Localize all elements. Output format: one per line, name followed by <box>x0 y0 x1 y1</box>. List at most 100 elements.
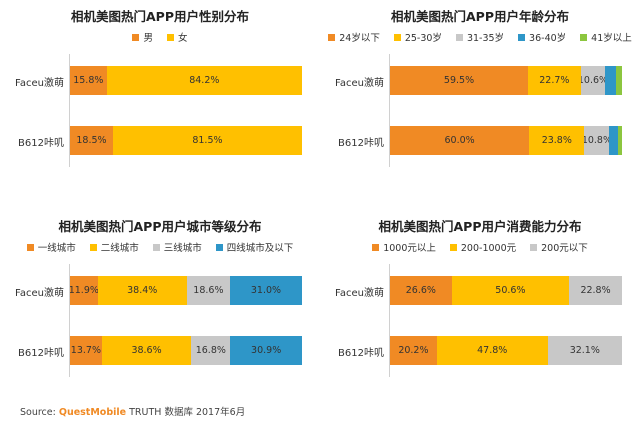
category-label: Faceu激萌 <box>15 78 64 89</box>
legend-item: 41岁以上 <box>580 30 632 44</box>
source-prefix: Source: <box>20 407 56 418</box>
data-label: 26.6% <box>405 285 436 296</box>
chart-legend: 一线城市 二线城市 三线城市 四线城市及以下 <box>0 240 320 254</box>
bar-segment <box>616 66 622 95</box>
legend-item: 24岁以下 <box>328 30 380 44</box>
bar-segment: 60.0% <box>390 126 530 155</box>
category-axis <box>389 54 390 167</box>
legend-label: 24岁以下 <box>339 33 380 44</box>
legend-item: 200元以下 <box>530 240 588 254</box>
legend-item: 四线城市及以下 <box>215 240 293 254</box>
category-label: Faceu激萌 <box>15 288 64 299</box>
data-label: 20.2% <box>398 345 429 356</box>
data-label: 23.8% <box>541 135 572 146</box>
bar-segment: 26.6% <box>390 276 452 305</box>
chart-legend: 24岁以下 25-30岁 31-35岁 36-40岁 41岁以上 <box>320 30 640 44</box>
data-label: 18.6% <box>193 285 224 296</box>
bar-segment: 23.8% <box>529 126 585 155</box>
legend-label: 25-30岁 <box>404 33 442 44</box>
bar-segment: 81.5% <box>112 126 302 155</box>
data-label: 10.6% <box>580 75 606 86</box>
legend-item: 31-35岁 <box>455 30 505 44</box>
bar-segment: 38.4% <box>97 276 187 305</box>
bar-segment: 10.8% <box>584 126 610 155</box>
category-axis <box>389 264 390 377</box>
chart-panel-city-tier: 相机美图热门APP用户城市等级分布 一线城市 二线城市 三线城市 四线城市及以下 Fa… <box>0 210 320 410</box>
data-label: 84.2% <box>189 75 220 86</box>
bar-segment <box>609 126 618 155</box>
bar-segment: 18.5% <box>70 126 113 155</box>
legend-swatch <box>530 243 538 251</box>
legend-label: 31-35岁 <box>466 33 505 44</box>
bar-segment: 50.6% <box>451 276 570 305</box>
stacked-bar: 11.9% 38.4% 18.6% 31.0% <box>70 276 302 305</box>
legend-item: 三线城市 <box>152 240 202 254</box>
chart-legend: 1000元以上 200-1000元 200元以下 <box>320 240 640 254</box>
data-label: 15.8% <box>73 75 104 86</box>
bar-segment <box>617 126 622 155</box>
data-label: 10.8% <box>584 135 609 146</box>
legend-label: 女 <box>178 33 188 44</box>
bar-segment: 11.9% <box>70 276 98 305</box>
bar-segment: 38.6% <box>101 336 192 365</box>
legend-swatch <box>26 243 34 251</box>
category-label: B612咔叽 <box>18 348 64 359</box>
bar-segment: 32.1% <box>547 336 622 365</box>
bar-segment: 13.7% <box>70 336 102 365</box>
chart-panel-spending: 相机美图热门APP用户消费能力分布 1000元以上 200-1000元 200元以下… <box>320 210 640 410</box>
stacked-bar: 18.5% 81.5% <box>70 126 302 155</box>
legend-label: 1000元以上 <box>383 243 436 254</box>
source-brand: QuestMobile <box>58 407 127 418</box>
bar-segment: 20.2% <box>390 336 437 365</box>
legend-swatch <box>89 243 97 251</box>
data-label: 32.1% <box>569 345 600 356</box>
stacked-bar: 13.7% 38.6% 16.8% 30.9% <box>70 336 302 365</box>
chart-title: 相机美图热门APP用户消费能力分布 <box>378 219 582 234</box>
legend-swatch <box>518 33 526 41</box>
legend-swatch <box>167 33 174 41</box>
data-label: 50.6% <box>495 285 526 296</box>
legend-label: 男 <box>143 33 153 44</box>
legend-item: 36-40岁 <box>518 30 566 44</box>
bar-segment: 16.8% <box>191 336 231 365</box>
legend-item: 25-30岁 <box>393 30 442 44</box>
category-label: B612咔叽 <box>338 348 384 359</box>
legend-item: 二线城市 <box>89 240 139 254</box>
data-label: 13.7% <box>70 345 101 356</box>
data-label: 31.0% <box>250 285 282 296</box>
bar-segment: 22.8% <box>569 276 622 305</box>
stacked-bar: 26.6% 50.6% 22.8% <box>390 276 622 305</box>
legend-swatch <box>449 243 457 251</box>
data-label: 22.7% <box>539 75 570 86</box>
source-suffix: TRUTH 数据库 2017年6月 <box>129 407 246 418</box>
legend-item: 200-1000元 <box>449 240 517 254</box>
chart-panel-age: 相机美图热门APP用户年龄分布 24岁以下 25-30岁 31-35岁 36-40岁 4… <box>320 0 640 200</box>
legend-swatch <box>328 33 336 41</box>
data-label: 60.0% <box>444 135 475 146</box>
data-label: 38.6% <box>131 345 162 356</box>
bar-segment: 84.2% <box>106 66 302 95</box>
legend-label: 36-40岁 <box>529 33 567 44</box>
data-label: 59.5% <box>443 75 475 86</box>
legend-swatch <box>372 243 380 251</box>
legend-swatch <box>455 33 463 41</box>
chart-title: 相机美图热门APP用户性别分布 <box>71 9 249 24</box>
stacked-bar: 15.8% 84.2% <box>70 66 302 95</box>
bar-segment: 10.6% <box>580 66 606 95</box>
bar-segment: 47.8% <box>436 336 548 365</box>
bar-segment: 31.0% <box>229 276 302 305</box>
category-label: Faceu激萌 <box>335 78 384 89</box>
legend-swatch <box>393 33 401 41</box>
legend-label: 一线城市 <box>37 243 76 254</box>
data-label: 47.8% <box>477 345 508 356</box>
legend-label: 200-1000元 <box>460 243 517 254</box>
source-note: Source: QuestMobile TRUTH 数据库 2017年6月 <box>20 404 245 418</box>
category-label: Faceu激萌 <box>335 288 384 299</box>
bar-segment <box>605 66 617 95</box>
chart-legend: 男女 <box>0 30 320 44</box>
data-label: 11.9% <box>70 285 98 296</box>
data-label: 22.8% <box>580 285 611 296</box>
legend-label: 三线城市 <box>163 243 202 254</box>
legend-item: 一线城市 <box>26 240 76 254</box>
data-label: 30.9% <box>251 345 282 356</box>
